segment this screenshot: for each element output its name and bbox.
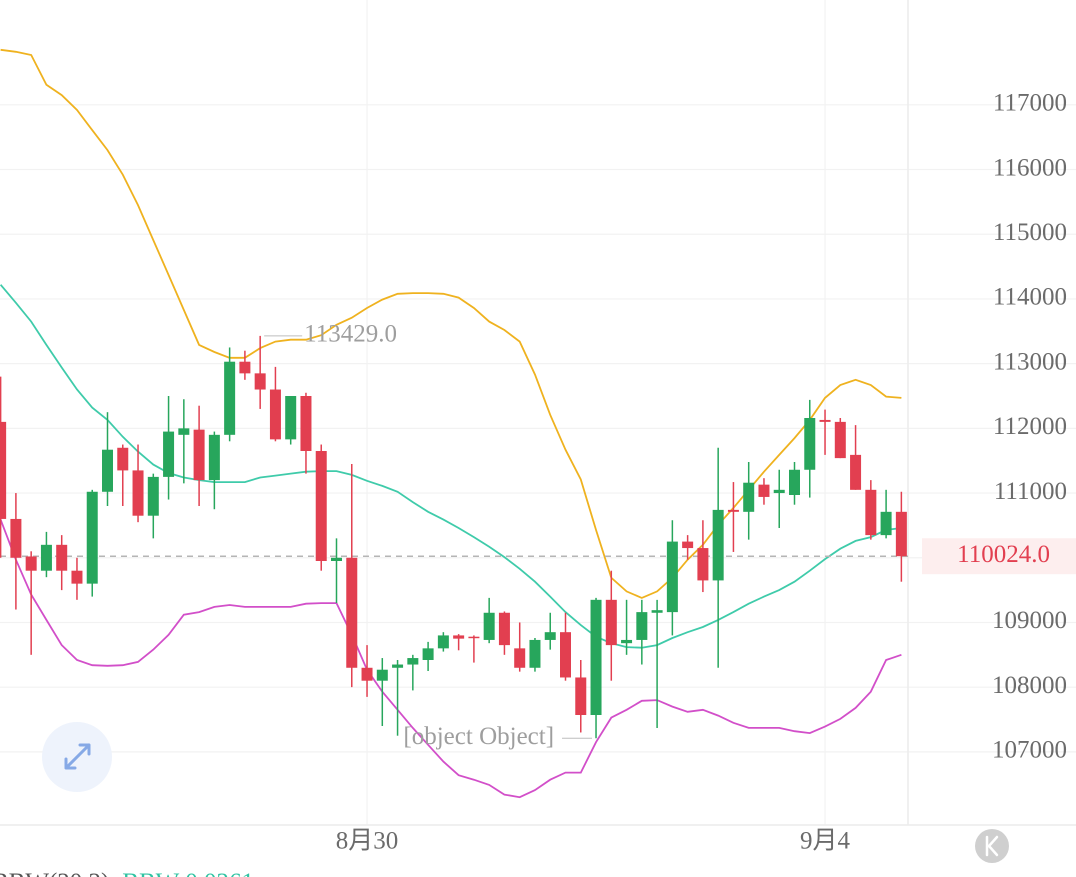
candle-body bbox=[71, 570, 83, 584]
expand-button[interactable] bbox=[42, 722, 112, 792]
candle-body bbox=[178, 428, 190, 435]
y-tick-label: 117000 bbox=[993, 90, 1067, 117]
candle-body bbox=[346, 557, 358, 668]
candle-body bbox=[727, 509, 739, 512]
candle-body bbox=[651, 610, 663, 613]
candle-body bbox=[666, 541, 678, 613]
candle-body bbox=[331, 557, 342, 561]
y-tick-label: 107000 bbox=[992, 737, 1067, 764]
candle-body bbox=[86, 491, 98, 584]
candle-body bbox=[544, 632, 556, 640]
candle-body bbox=[590, 599, 602, 715]
max-label: 113429.0 bbox=[304, 321, 397, 348]
candle-body bbox=[315, 451, 327, 561]
candle-body bbox=[621, 639, 633, 644]
candle-body bbox=[789, 469, 800, 495]
candle-body bbox=[117, 447, 129, 471]
candle-body bbox=[453, 635, 465, 639]
candle-body bbox=[285, 396, 297, 440]
y-tick-label: 115000 bbox=[993, 219, 1067, 246]
candle-body bbox=[40, 544, 52, 571]
kline-button[interactable] bbox=[975, 829, 1009, 863]
band-line bbox=[0, 284, 902, 649]
candle-body bbox=[224, 361, 236, 435]
candle-body bbox=[392, 664, 404, 668]
candles bbox=[0, 335, 907, 739]
candle-body bbox=[865, 489, 877, 536]
candle-body bbox=[25, 556, 37, 571]
candle-body bbox=[560, 632, 571, 678]
candle-body bbox=[895, 511, 907, 557]
candle-body bbox=[834, 421, 846, 459]
candle-body bbox=[132, 470, 144, 516]
y-tick-label: 113000 bbox=[993, 348, 1067, 375]
y-tick-label: 114000 bbox=[993, 284, 1067, 311]
indicator-value: BBW:0.0261 bbox=[122, 869, 254, 877]
candle-body bbox=[422, 648, 434, 660]
candle-body bbox=[0, 421, 7, 519]
candle-body bbox=[529, 639, 541, 668]
candle-body bbox=[804, 418, 816, 470]
candle-body bbox=[682, 541, 694, 549]
labels: 107000 108000 109000 111000 112000 113000 1140… bbox=[0, 90, 1076, 877]
y-tick-label: 109000 bbox=[992, 607, 1067, 634]
candle-body bbox=[163, 431, 175, 477]
candle-body bbox=[239, 361, 251, 374]
candle-body bbox=[10, 518, 22, 558]
candle-body bbox=[697, 548, 709, 581]
band-line bbox=[0, 519, 902, 799]
y-tick-label: 112000 bbox=[993, 413, 1067, 440]
candle-body bbox=[437, 635, 449, 649]
candle-body bbox=[193, 429, 205, 481]
expand-icon[interactable] bbox=[64, 743, 91, 770]
candle-body bbox=[819, 419, 831, 422]
candle-body bbox=[498, 612, 510, 646]
kline-button-bg[interactable] bbox=[975, 829, 1009, 863]
candle-body bbox=[483, 612, 495, 640]
candle-body bbox=[361, 667, 373, 681]
candle-body bbox=[468, 636, 480, 639]
candle-body bbox=[743, 482, 755, 512]
candle-body bbox=[850, 454, 862, 490]
min-label: [object Object] bbox=[403, 723, 554, 750]
candle-body bbox=[575, 677, 587, 715]
candle-body bbox=[773, 489, 785, 494]
candle-body bbox=[254, 373, 266, 390]
x-tick-label: 9月4 bbox=[800, 828, 851, 855]
candle-body bbox=[208, 434, 220, 481]
candle-body bbox=[407, 658, 419, 665]
candle-body bbox=[56, 544, 68, 571]
candle-body bbox=[300, 396, 312, 451]
candle-body bbox=[636, 612, 648, 640]
last-price-box bbox=[922, 538, 1076, 575]
candle-body bbox=[758, 484, 770, 497]
kline-icon[interactable] bbox=[985, 835, 999, 857]
candle-body bbox=[376, 669, 388, 681]
candle-body bbox=[269, 389, 281, 440]
candle-body bbox=[712, 509, 724, 581]
indicator-label: BBW(20,2): bbox=[0, 869, 116, 877]
y-tick-label: 108000 bbox=[992, 672, 1067, 699]
candle-body bbox=[102, 449, 113, 492]
last-price-label: 110024.0 bbox=[957, 541, 1050, 568]
candle-body bbox=[880, 511, 892, 536]
candle-body bbox=[605, 599, 617, 646]
candle-body bbox=[147, 476, 159, 516]
candle-body bbox=[514, 648, 526, 668]
y-tick-label: 111000 bbox=[994, 478, 1067, 505]
x-tick-label: 8月30 bbox=[336, 828, 399, 855]
y-tick-label: 116000 bbox=[993, 154, 1067, 181]
